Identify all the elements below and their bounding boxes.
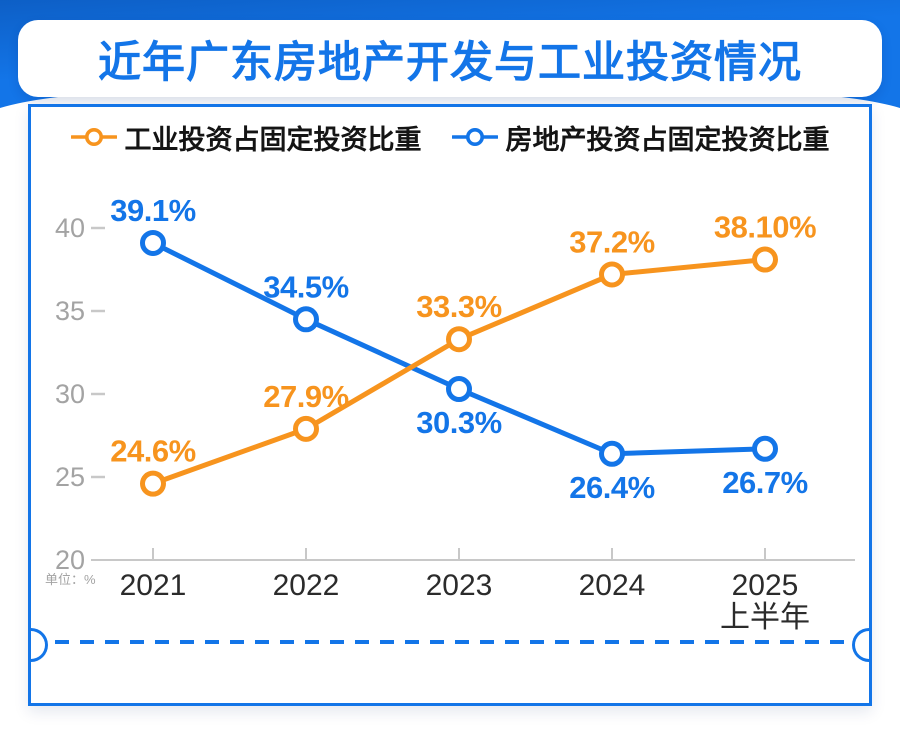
data-label: 39.1% xyxy=(110,193,195,228)
data-point-marker xyxy=(140,470,166,497)
data-point-marker xyxy=(293,306,319,333)
y-tick-label: 20 xyxy=(55,545,85,575)
unit-label: 单位：% xyxy=(45,572,96,587)
data-label: 24.6% xyxy=(110,434,195,469)
data-point-marker xyxy=(446,376,472,403)
data-point-marker xyxy=(752,435,778,462)
x-tick-label: 2023 xyxy=(426,569,493,602)
data-label: 38.10% xyxy=(714,210,816,245)
data-label: 30.3% xyxy=(416,405,501,440)
line-marker-icon xyxy=(451,128,498,146)
legend-label: 房地产投资占固定投资比重 xyxy=(505,124,830,155)
title-banner: 近年广东房地产开发与工业投资情况 xyxy=(18,20,882,97)
page-title: 近年广东房地产开发与工业投资情况 xyxy=(98,38,802,87)
data-label: 26.4% xyxy=(569,470,654,505)
legend-label: 工业投资占固定投资比重 xyxy=(124,124,422,155)
y-tick-label: 35 xyxy=(55,296,85,326)
legend-item-industrial: 工业投资占固定投资比重 xyxy=(70,118,422,157)
y-tick-label: 30 xyxy=(55,379,85,409)
x-tick-label: 2022 xyxy=(273,569,340,602)
y-tick-label: 40 xyxy=(55,213,85,243)
line-marker-icon xyxy=(70,128,117,146)
chart-card: 工业投资占固定投资比重 房地产投资占固定投资比重 20 25 30 35 40 单位：% 2… xyxy=(28,104,872,706)
data-label: 37.2% xyxy=(569,224,654,259)
data-label: 27.9% xyxy=(263,379,348,414)
data-point-marker xyxy=(446,326,472,353)
legend-item-realestate: 房地产投资占固定投资比重 xyxy=(451,118,830,157)
chart-legend: 工业投资占固定投资比重 房地产投资占固定投资比重 xyxy=(31,119,869,155)
data-label: 34.5% xyxy=(263,269,348,304)
data-label: 33.3% xyxy=(416,289,501,324)
data-point-marker xyxy=(140,229,166,256)
data-point-marker xyxy=(293,415,319,442)
y-tick-label: 25 xyxy=(55,462,85,492)
data-point-marker xyxy=(752,246,778,273)
x-tick-label: 2021 xyxy=(120,569,187,602)
data-point-marker xyxy=(599,440,625,467)
data-label: 26.7% xyxy=(722,465,807,500)
x-tick-label: 2024 xyxy=(579,569,646,602)
x-tick-label: 上半年 xyxy=(720,601,810,634)
x-tick-label: 2025 xyxy=(732,569,799,602)
data-point-marker xyxy=(599,261,625,288)
